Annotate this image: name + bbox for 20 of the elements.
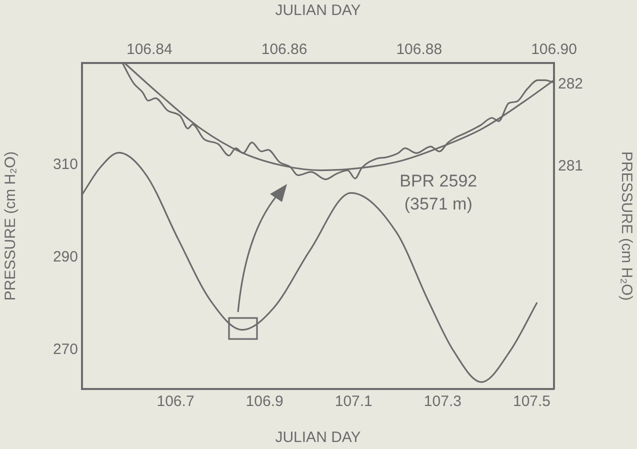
x-tick-label: 106.86 [261,41,308,58]
x-tick-label: 107.3 [424,393,462,410]
y-axis-title: PRESSURE (cm H₂O) [2,151,20,301]
y-axis-title: PRESSURE (cm H₂O) [618,151,635,301]
y-tick-label: 290 [52,248,78,266]
x-tick-label: 107.1 [334,393,372,410]
y-tick-label: 270 [52,340,78,358]
x-axis-title: JULIAN DAY [275,2,361,20]
y-tick-label: 281 [558,157,584,174]
annotation: (3571 m) [404,194,472,214]
x-tick-label: 106.90 [531,41,577,58]
x-tick-label: 106.7 [156,393,194,410]
x-tick-label: 106.9 [246,393,284,410]
annotation: BPR 2592 [400,172,478,191]
x-tick-label: 107.5 [512,393,551,410]
x-tick-label: 106.88 [396,41,442,58]
x-axis-title: JULIAN DAY [275,429,361,446]
x-tick-label: 106.84 [126,41,172,58]
y-tick-label: 282 [558,75,584,92]
y-tick-label: 310 [52,156,78,173]
